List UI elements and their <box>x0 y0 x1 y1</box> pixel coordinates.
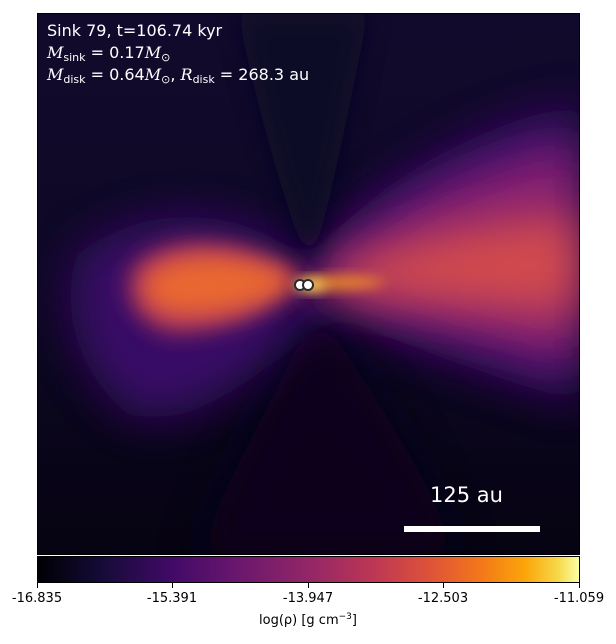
colorbar-tick <box>579 583 580 588</box>
sink-mass-label: Msink = 0.17M⊙ <box>47 43 171 64</box>
disk-core-left <box>144 256 300 314</box>
colorbar-tick <box>308 583 309 588</box>
colorbar-tick-label: -12.503 <box>417 591 469 606</box>
colorbar-tick-label: -16.835 <box>11 591 63 606</box>
dark-lane-bottom <box>198 304 458 554</box>
colorbar-label: log(ρ) [g cm−3] <box>259 612 357 629</box>
scalebar-label: 125 au <box>430 483 503 507</box>
disk-inner-right <box>308 275 388 291</box>
dark-lane-top <box>238 14 368 269</box>
sink-title: Sink 79, t=106.74 kyr <box>47 21 223 40</box>
scalebar-line <box>404 526 540 532</box>
colorbar-tick-label: -11.059 <box>553 591 605 606</box>
density-map-panel: Sink 79, t=106.74 kyr Msink = 0.17M⊙ Mdi… <box>37 13 580 555</box>
disk-properties-label: Mdisk = 0.64M⊙, Rdisk = 268.3 au <box>47 65 310 86</box>
density-map <box>38 14 579 554</box>
colorbar-tick-label: -13.947 <box>282 591 334 606</box>
sink-particle-marker <box>302 279 314 291</box>
colorbar <box>37 556 580 583</box>
colorbar-tick <box>443 583 444 588</box>
colorbar-tick <box>37 583 38 588</box>
envelope-region <box>70 104 579 418</box>
disk-core-right <box>318 214 579 314</box>
colorbar-tick-label: -15.391 <box>146 591 198 606</box>
colorbar-tick <box>172 583 173 588</box>
